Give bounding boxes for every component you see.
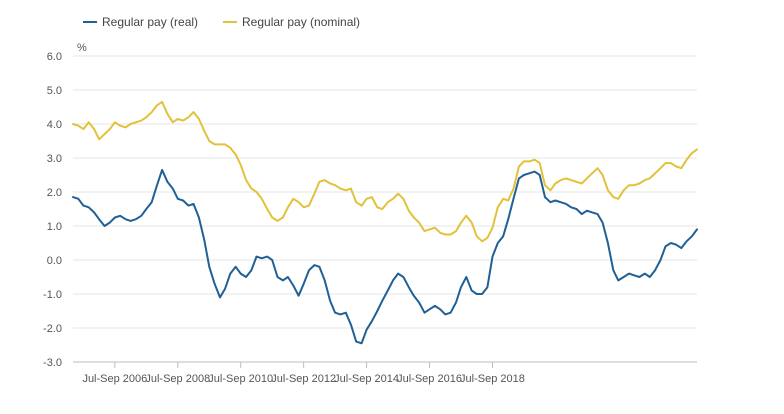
y-tick-label: 6.0 [47,51,62,63]
y-tick-label: -2.0 [43,323,62,335]
x-tick-label: Jul-Sep 2008 [145,373,210,385]
x-tick-label: Jul-Sep 2018 [460,373,525,385]
legend-label: Regular pay (nominal) [242,15,360,29]
x-tick-label: Jul-Sep 2016 [397,373,462,385]
y-tick-label: 2.0 [47,187,62,199]
legend-label: Regular pay (real) [102,15,198,29]
series-group [72,100,698,345]
x-tick-label: Jul-Sep 2014 [334,373,399,385]
y-tick-label: 5.0 [47,85,62,97]
x-tick-label: Jul-Sep 2012 [271,373,336,385]
x-tick-label: Jul-Sep 2006 [82,373,147,385]
y-tick-label: 4.0 [47,119,62,131]
y-tick-label: 1.0 [47,221,62,233]
y-tick-label: 3.0 [47,153,62,165]
y-axis-ticks: 6.0 5.0 4.0 3.0 2.0 1.0 0.0 -1.0 -2.0 -3.0 [43,51,62,369]
grid [73,55,697,363]
y-unit-label: % [77,42,87,54]
x-tick-label: Jul-Sep 2010 [208,373,273,385]
legend: Regular pay (real) Regular pay (nominal) [83,15,360,29]
series-line-nominal [72,100,698,243]
y-tick-label: -1.0 [43,289,62,301]
series-line-real [72,168,698,345]
y-tick-label: 0.0 [47,255,62,267]
y-tick-label: -3.0 [43,357,62,369]
